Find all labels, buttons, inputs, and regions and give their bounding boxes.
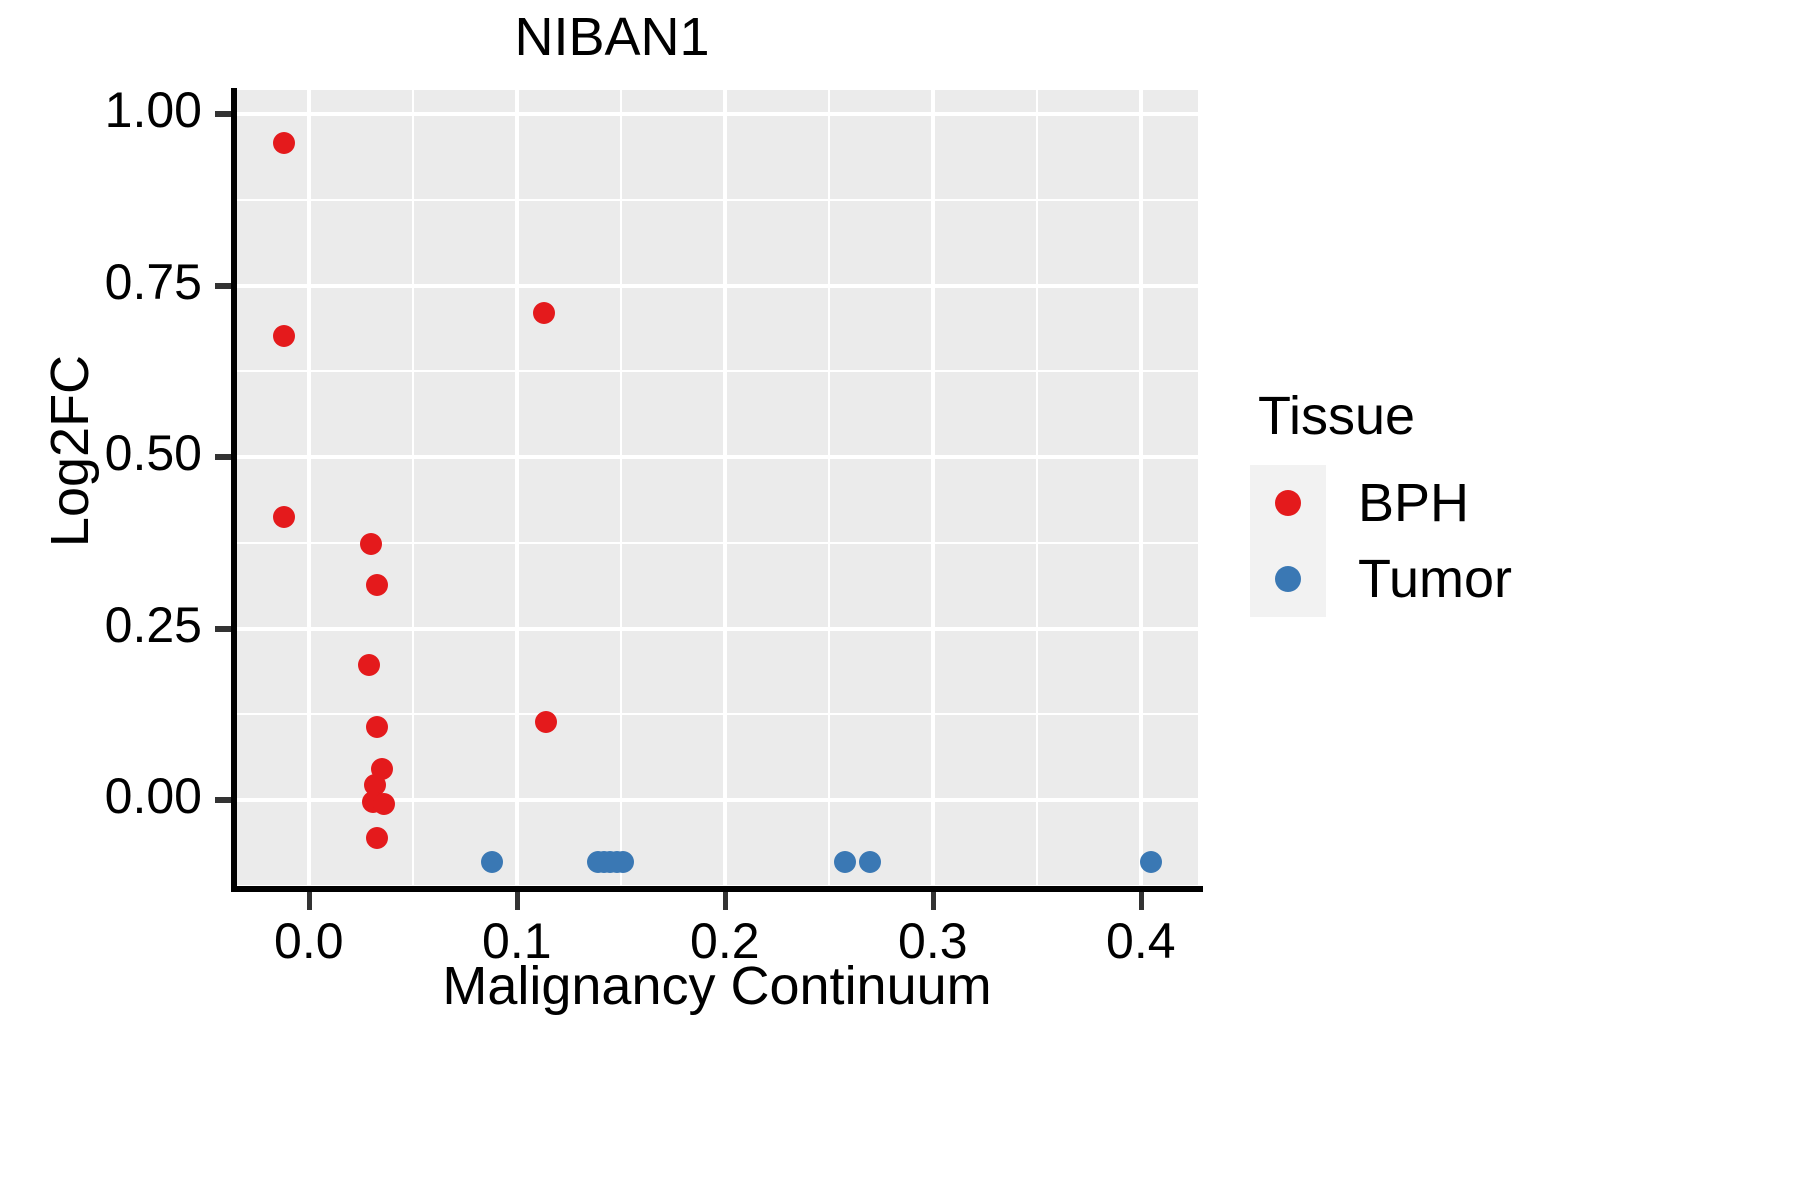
data-point-bph: [272, 505, 295, 528]
gridline-vertical-major: [930, 90, 935, 886]
data-point-bph: [358, 654, 381, 677]
gridline-vertical-minor: [1035, 90, 1038, 886]
y-axis-tick-label: 0.25: [104, 596, 202, 653]
gridline-horizontal-minor: [236, 370, 1198, 373]
data-point-tumor: [859, 850, 882, 873]
y-axis-tick-label: 0.50: [104, 425, 202, 482]
data-point-bph: [534, 710, 557, 733]
gridline-horizontal-minor: [236, 198, 1198, 201]
x-axis-tick: [514, 892, 520, 910]
data-point-bph: [366, 716, 389, 739]
data-point-bph: [366, 826, 389, 849]
y-axis-tick-label: 0.75: [104, 253, 202, 310]
y-axis-tick-label: 0.00: [104, 768, 202, 825]
legend: Tissue BPH Tumor: [1250, 385, 1770, 617]
data-point-tumor: [480, 850, 503, 873]
x-axis-line: [231, 886, 1203, 892]
data-point-bph: [532, 302, 555, 325]
y-axis-line: [231, 88, 237, 888]
legend-dot-icon: [1275, 490, 1301, 516]
gridline-vertical-major: [1138, 90, 1143, 886]
y-axis-title: Log2FC: [40, 354, 100, 548]
gridline-vertical-minor: [411, 90, 414, 886]
data-point-tumor: [611, 850, 634, 873]
legend-item-tumor[interactable]: Tumor: [1250, 541, 1770, 617]
x-axis-tick: [1138, 892, 1144, 910]
plot-panel: [236, 90, 1198, 887]
y-axis-tick: [215, 454, 231, 461]
x-axis-tick-label: 0.4: [1106, 913, 1176, 969]
gridline-horizontal-minor: [236, 541, 1198, 544]
gridline-horizontal-minor: [236, 713, 1198, 716]
x-axis-tick: [930, 892, 936, 910]
legend-title: Tissue: [1258, 386, 1416, 446]
data-point-tumor: [834, 850, 857, 873]
legend-dot-icon: [1275, 566, 1301, 592]
gridline-vertical-minor: [827, 90, 830, 886]
legend-item-bph[interactable]: BPH: [1250, 465, 1770, 541]
y-axis-tick: [215, 111, 231, 118]
x-axis-tick: [722, 892, 728, 910]
legend-items: BPH Tumor: [1250, 465, 1770, 617]
y-axis-tick: [215, 797, 231, 804]
x-axis-tick: [306, 892, 312, 910]
legend-item-label: Tumor: [1358, 549, 1513, 609]
gridline-horizontal-major: [236, 798, 1198, 803]
x-axis-tick-label: 0.3: [898, 913, 968, 969]
data-point-bph: [372, 792, 395, 815]
legend-key-swatch: [1250, 465, 1326, 541]
page-title: NIBAN1: [514, 7, 710, 67]
legend-item-label: BPH: [1358, 473, 1470, 533]
gridline-horizontal-major: [236, 626, 1198, 631]
y-axis-tick: [215, 625, 231, 632]
gridline-horizontal-major: [236, 283, 1198, 288]
gridline-horizontal-major: [236, 112, 1198, 117]
data-point-bph: [360, 532, 383, 555]
x-axis-title: Malignancy Continuum: [442, 956, 992, 1016]
gridline-vertical-major: [514, 90, 519, 886]
y-axis-tick: [215, 282, 231, 289]
x-axis-tick-label: 0.1: [482, 913, 552, 969]
gridline-horizontal-major: [236, 455, 1198, 460]
gridline-vertical-minor: [619, 90, 622, 886]
data-point-bph: [272, 325, 295, 348]
x-axis-tick-label: 0.0: [274, 913, 344, 969]
legend-key-swatch: [1250, 541, 1326, 617]
data-point-tumor: [1140, 850, 1163, 873]
data-point-bph: [272, 131, 295, 154]
x-axis-tick-label: 0.2: [690, 913, 760, 969]
gridline-vertical-major: [306, 90, 311, 886]
gridline-vertical-major: [722, 90, 727, 886]
y-axis-tick-label: 1.00: [104, 82, 202, 139]
data-point-bph: [366, 574, 389, 597]
